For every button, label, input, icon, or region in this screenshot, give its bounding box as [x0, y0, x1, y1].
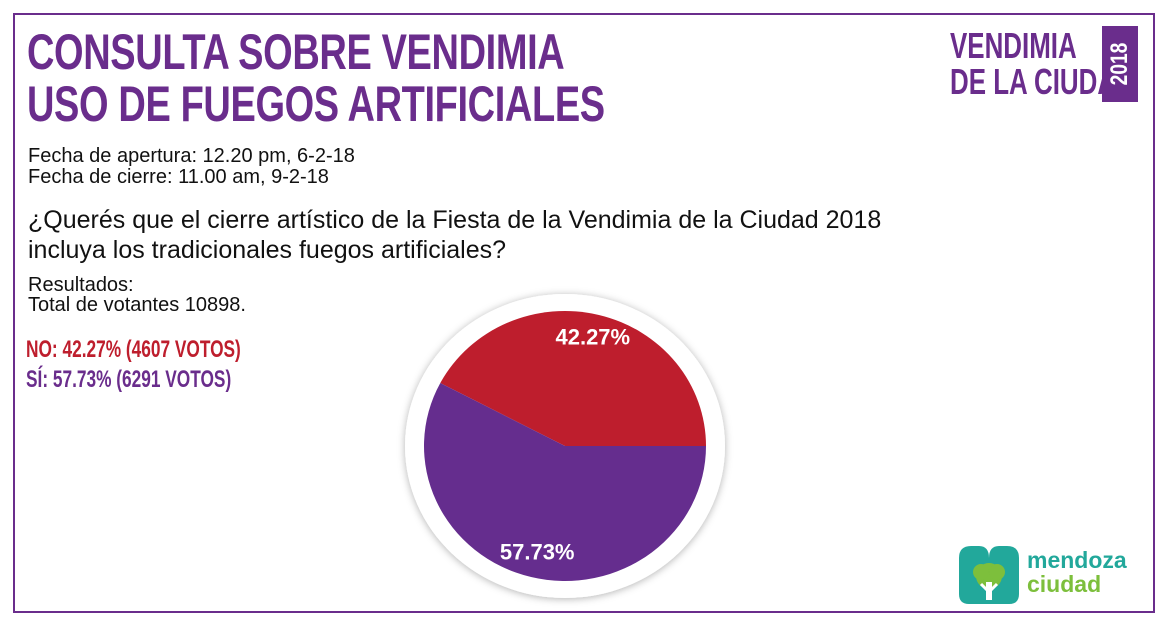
closing-date: Fecha de cierre: 11.00 am, 9-2-18	[28, 166, 329, 188]
title-line-1: CONSULTA SOBRE VENDIMIA	[27, 24, 565, 80]
legend-no: NO: 42.27% (4607 VOTOS)	[26, 336, 241, 363]
total-voters: Total de votantes 10898.	[28, 294, 246, 316]
results-label: Resultados:	[28, 274, 134, 296]
legend-si: SÍ: 57.73% (6291 VOTOS)	[26, 366, 232, 393]
opening-date: Fecha de apertura: 12.20 pm, 6-2-18	[28, 145, 355, 167]
mendoza-ciudad-logo: mendoza ciudad	[955, 542, 1127, 606]
results-summary: Resultados: Total de votantes 10898.	[28, 275, 246, 315]
brand-year: 2018	[1106, 42, 1133, 86]
pie-label-si: 57.73%	[500, 539, 575, 564]
poll-question: ¿Querés que el cierre artístico de la Fi…	[28, 205, 928, 265]
page-title: CONSULTA SOBRE VENDIMIA USO DE FUEGOS AR…	[27, 26, 605, 130]
pie-chart: 42.27% 57.73%	[405, 294, 725, 598]
title-line-2: USO DE FUEGOS ARTIFICIALES	[27, 76, 605, 132]
pie-slices: 42.27% 57.73%	[424, 311, 706, 581]
question-line-1: ¿Querés que el cierre artístico de la Fi…	[28, 206, 882, 234]
logo-line-2: ciudad	[1027, 571, 1102, 597]
chart-legend: NO: 42.27% (4607 VOTOS) SÍ: 57.73% (6291…	[26, 335, 241, 395]
pie-label-no: 42.27%	[555, 324, 630, 349]
question-line-2: incluya los tradicionales fuegos artific…	[28, 236, 507, 264]
vendimia-brand: VENDIMIA DE LA CIUDAD 2018	[950, 26, 1140, 104]
pie-slice-no	[440, 311, 706, 446]
pie-slice-si	[424, 382, 706, 581]
poll-dates: Fecha de apertura: 12.20 pm, 6-2-18 Fech…	[28, 146, 355, 188]
mendoza-logo-icon	[959, 546, 1019, 604]
logo-line-1: mendoza	[1027, 547, 1127, 573]
brand-line-1: VENDIMIA	[950, 25, 1077, 66]
logo-text: mendoza ciudad	[1027, 548, 1127, 596]
brand-year-badge: 2018	[1102, 26, 1138, 102]
